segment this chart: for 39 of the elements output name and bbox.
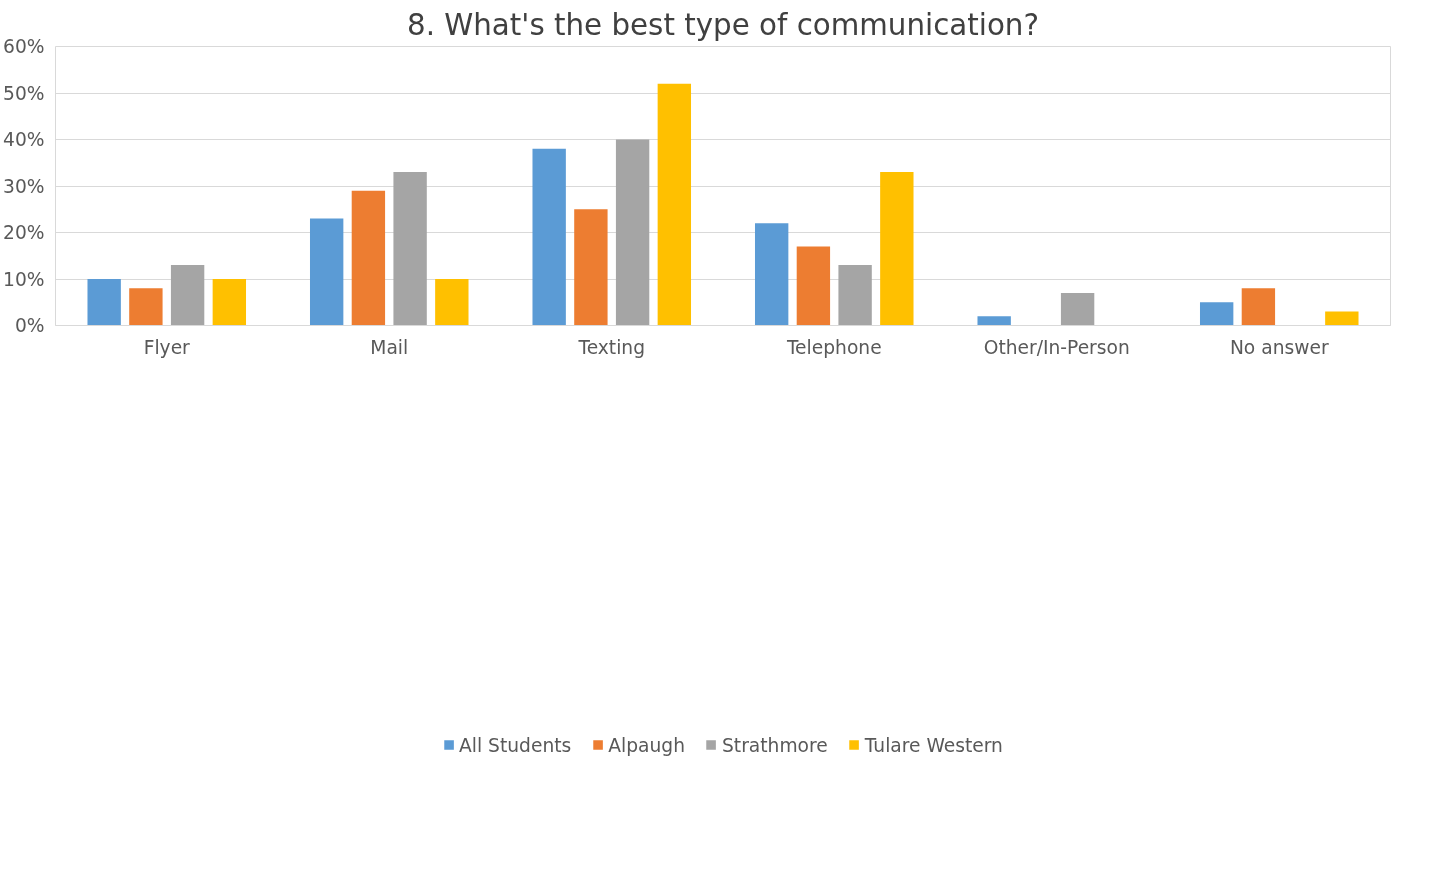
x-tick-label: No answer [1229,336,1329,358]
bar [393,172,427,326]
chart-title: 8. What's the best type of communication? [406,7,1040,42]
y-tick-label: 10% [3,268,45,290]
bar [754,223,789,326]
legend-label: Tulare Western [864,734,1003,756]
legend-label: Alpaugh [608,734,686,756]
bar [532,148,566,326]
bar [796,246,831,326]
legend-label: All Students [459,734,572,756]
y-tick-label: 0% [14,315,45,336]
bar [309,218,344,326]
x-tick-label: Texting [577,336,646,358]
bar [838,265,872,326]
bar [574,209,608,326]
bar [657,83,692,326]
x-tick-label: Mail [370,336,409,358]
y-tick-label: 50% [3,82,45,104]
bar [129,288,163,326]
bar [615,139,650,326]
bar [170,265,205,326]
bar [1060,292,1095,326]
x-tick-label: Telephone [785,336,882,358]
bar [1241,288,1276,326]
bar [880,172,914,326]
bar [435,279,469,326]
bar [977,316,1011,326]
bar [1199,302,1234,326]
bar [1325,311,1359,326]
x-tick-label: Flyer [143,336,191,358]
y-tick-label: 40% [3,129,45,150]
bar [87,279,121,326]
legend-label: Strathmore [722,734,828,756]
bar [351,190,386,326]
y-tick-label: 20% [3,222,45,243]
y-tick-label: 30% [3,175,45,197]
bar [212,279,247,326]
y-tick-label: 60% [3,36,45,57]
x-tick-label: Other/In-Person [983,336,1130,358]
